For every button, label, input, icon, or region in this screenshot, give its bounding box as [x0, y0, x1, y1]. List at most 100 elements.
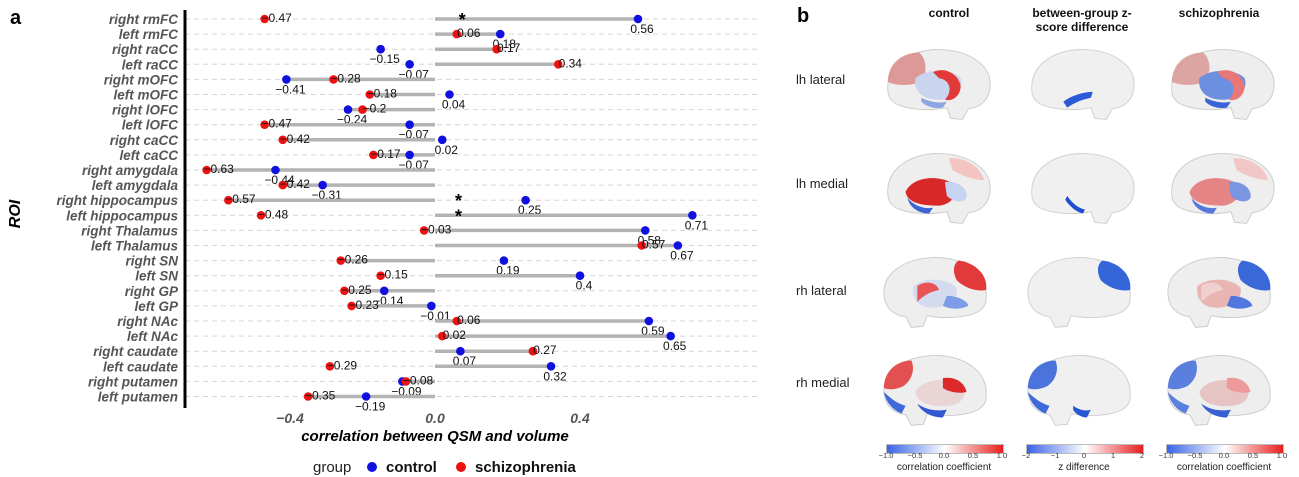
control-point [318, 180, 327, 190]
schizophrenia-point [365, 90, 375, 99]
schizophrenia-value-label: 0.34 [559, 56, 583, 70]
control-value-label: 0.02 [435, 143, 459, 157]
control-value-label: 0.65 [663, 339, 687, 353]
colorbar-tick: −2 [1021, 451, 1031, 460]
x-tick-label: 0.0 [425, 410, 445, 426]
schizophrenia-point [256, 211, 266, 220]
y-tick-label: right amygdala [82, 163, 179, 178]
y-tick-label: left Thalamus [91, 239, 179, 254]
y-tick-label: left caCC [119, 148, 178, 163]
schizophrenia-point [452, 316, 462, 326]
y-tick-label: left GP [134, 299, 179, 314]
schizophrenia-value-label: −0.25 [341, 283, 372, 297]
brain-control-rh-medial [883, 355, 987, 426]
x-axis-title: correlation between QSM and volume [301, 428, 569, 445]
schizophrenia-value-label: 0.17 [497, 41, 521, 55]
control-value-label: −0.19 [355, 400, 386, 414]
significance-star: * [455, 206, 462, 226]
brain-z-lh-medial [1031, 153, 1135, 224]
y-tick-label: right Thalamus [81, 223, 178, 238]
control-value-label: 0.04 [442, 98, 466, 112]
brain-z-rh-medial [1027, 355, 1131, 426]
colorbar-tick: 2 [1139, 451, 1145, 460]
control-point [673, 241, 683, 250]
control-value-label: −0.15 [369, 52, 400, 66]
schizophrenia-value-label: 0.02 [443, 328, 467, 342]
schizophrenia-point [202, 165, 211, 175]
colorbar-tick: 1.0 [996, 451, 1008, 460]
schizophrenia-point [553, 60, 563, 69]
schizophrenia-value-label: −0.28 [330, 71, 361, 85]
schizophrenia-point [336, 256, 346, 265]
schizophrenia-point [329, 75, 338, 84]
colorbar-tick: 0.5 [1247, 451, 1259, 460]
y-tick-label: left hippocampus [66, 208, 178, 223]
brain-schizophrenia-lh-medial [1171, 153, 1275, 224]
colorbar-z-difference [1026, 444, 1144, 454]
colorbar-tick: −1.0 [1158, 451, 1174, 460]
y-tick-label: left SN [135, 269, 178, 284]
schizophrenia-value-label: 0.06 [457, 313, 481, 327]
y-tick-label: right GP [125, 284, 179, 299]
schizophrenia-point [437, 331, 447, 341]
schizophrenia-value-label: 0.27 [533, 343, 557, 357]
control-point [405, 150, 414, 160]
colorbar-tick: −0.5 [1187, 451, 1203, 460]
control-point [282, 75, 291, 84]
control-value-label: 0.71 [685, 218, 709, 232]
schizophrenia-value-label: −0.08 [403, 373, 434, 387]
panel-a-letter: a [10, 7, 22, 29]
schizophrenia-value-label: −0.42 [280, 177, 311, 191]
y-tick-label: right caudate [93, 344, 178, 359]
schizophrenia-value-label: −0.29 [327, 358, 358, 372]
colorbar-tick: 1.0 [1276, 451, 1288, 460]
y-tick-label: left raCC [122, 57, 179, 72]
legend-title: group [313, 459, 351, 476]
control-point [405, 120, 414, 129]
colorbar-tick: 0 [1081, 451, 1087, 460]
column-title-z-difference: between-group z-score difference [1032, 6, 1132, 34]
y-tick-label: left NAc [127, 329, 178, 344]
control-value-label: 0.4 [576, 279, 593, 293]
row-label-rh-lateral: rh lateral [796, 283, 847, 298]
control-point [688, 211, 697, 220]
legend-schizophrenia-label: schizophrenia [475, 459, 577, 476]
y-tick-label: right hippocampus [57, 193, 179, 208]
schizophrenia-point [340, 286, 349, 296]
panel-b-letter: b [797, 5, 810, 27]
schizophrenia-value-label: −0.15 [377, 268, 408, 282]
y-tick-label: right NAc [117, 314, 178, 329]
colorbar-tick: 0.0 [938, 451, 950, 460]
y-axis-title: ROI [7, 199, 24, 228]
legend-control-marker [367, 462, 377, 472]
brain-z-lh-lateral [1031, 49, 1135, 120]
schizophrenia-point [369, 150, 378, 160]
schizophrenia-point [528, 346, 538, 356]
schizophrenia-value-label: −0.47 [261, 117, 292, 131]
schizophrenia-value-label: −0.03 [421, 222, 452, 236]
schizophrenia-point [278, 180, 288, 190]
control-point [575, 271, 585, 281]
legend: group control schizophrenia [313, 459, 577, 476]
schizophrenia-point [347, 301, 356, 311]
control-point [445, 90, 454, 99]
y-tick-label: left lOFC [122, 118, 178, 133]
control-point [546, 362, 556, 371]
schizophrenia-point [224, 195, 233, 205]
schizophrenia-value-label: −0.35 [305, 389, 336, 403]
schizophrenia-value-label: −0.17 [370, 147, 401, 161]
schizophrenia-value-label: −0.18 [367, 87, 398, 101]
brain-control-lh-lateral [887, 49, 991, 120]
column-title-control: control [928, 6, 970, 20]
control-value-label: 0.67 [670, 249, 694, 263]
schizophrenia-point [260, 14, 269, 24]
schizophrenia-value-label: −0.23 [348, 298, 379, 312]
brain-control-lh-medial [887, 153, 991, 224]
control-point [427, 301, 436, 311]
schizophrenia-value-label: −0.63 [203, 162, 234, 176]
control-point [379, 286, 389, 296]
control-point [343, 105, 353, 114]
y-tick-label: left caudate [103, 359, 179, 374]
